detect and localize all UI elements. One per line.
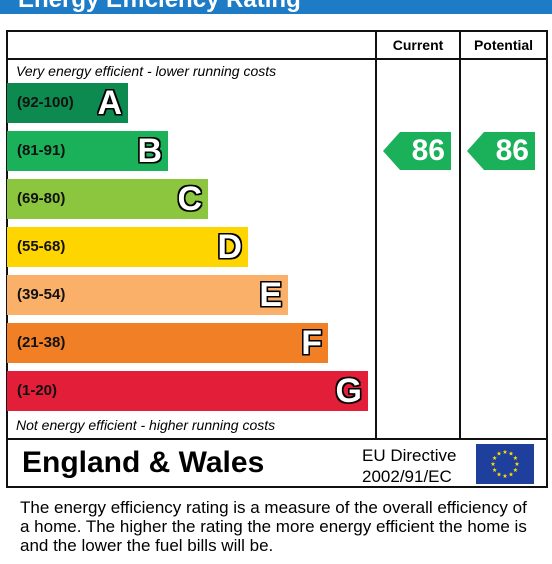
band-letter-label: D [217, 228, 242, 266]
band-e: (39-54) E [7, 275, 288, 315]
header-divider [6, 58, 548, 60]
eu-star [513, 467, 518, 472]
eu-star [502, 473, 508, 478]
footer-description: The energy efficiency rating is a measur… [20, 498, 527, 555]
eu-star [496, 471, 502, 477]
chart-title: Energy Efficiency Rating [0, 0, 552, 14]
potential-rating-value: 86 [495, 134, 529, 167]
eu-star [502, 449, 508, 454]
eu-star [508, 451, 514, 456]
footer-divider [6, 438, 548, 440]
region-label: England & Wales [22, 446, 265, 479]
current-rating-arrow-shape [383, 132, 451, 170]
eu-star [490, 461, 496, 466]
eu-star [508, 471, 514, 477]
band-letter-label: C [177, 180, 202, 218]
potential-column-header: Potential [473, 37, 534, 53]
band-f: (21-38) F [7, 323, 328, 363]
band-range-label: (81-91) [17, 142, 66, 159]
potential-column-divider [459, 30, 461, 440]
band-d: (55-68) D [7, 227, 248, 267]
band-letter-label: F [301, 324, 322, 362]
band-a: (92-100) A [7, 83, 128, 123]
band-letter-label: G [335, 372, 362, 410]
band-letter-label: A [97, 84, 122, 122]
current-rating-value: 86 [411, 134, 445, 167]
eu-flag-icon [476, 444, 534, 484]
eu-star [492, 467, 497, 472]
band-range-label: (69-80) [17, 190, 66, 207]
eu-star [514, 461, 520, 466]
band-range-label: (1-20) [17, 382, 58, 399]
eu-star [492, 455, 497, 460]
band-range-label: (92-100) [17, 94, 74, 111]
potential-rating-arrow-shape [467, 132, 535, 170]
current-column-divider [375, 30, 377, 440]
top-note: Very energy efficient - lower running co… [16, 63, 277, 79]
current-rating-arrow: 86 [383, 132, 451, 170]
eu-star [496, 451, 502, 456]
band-c: (69-80) C [7, 179, 208, 219]
band-letter-label: E [259, 276, 282, 314]
bottom-note: Not energy efficient - higher running co… [16, 417, 276, 433]
band-range-label: (39-54) [17, 286, 66, 303]
eu-directive-line2: 2002/91/EC [362, 467, 452, 486]
band-g: (1-20) G [7, 371, 368, 411]
band-b: (81-91) B [7, 131, 168, 171]
eu-directive-line1: EU Directive [362, 446, 457, 465]
potential-rating-arrow: 86 [467, 132, 535, 170]
current-column-header: Current [392, 37, 444, 53]
band-range-label: (21-38) [17, 334, 66, 351]
band-letter-label: B [137, 132, 162, 170]
eu-star [513, 455, 518, 460]
band-range-label: (55-68) [17, 238, 66, 255]
